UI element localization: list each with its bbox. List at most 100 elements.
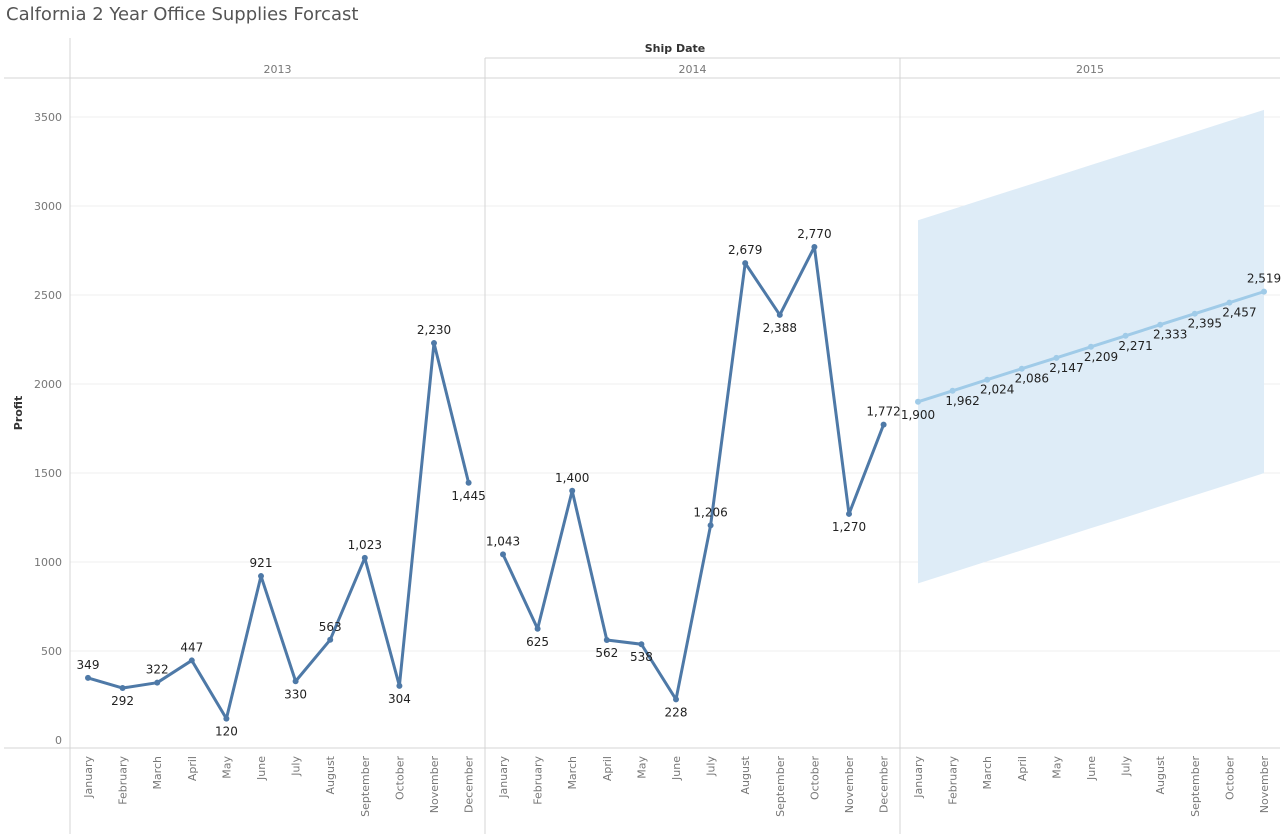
data-point[interactable] — [1191, 310, 1198, 317]
data-point[interactable] — [465, 479, 472, 486]
y-tick-label: 2500 — [34, 289, 62, 302]
x-tick-label: April — [186, 756, 199, 781]
x-tick-label: April — [601, 756, 614, 781]
y-tick-label: 1000 — [34, 556, 62, 569]
data-label: 349 — [77, 658, 100, 672]
data-label: 1,445 — [451, 489, 485, 503]
data-label: 2,333 — [1153, 328, 1187, 342]
data-point[interactable] — [119, 685, 126, 692]
x-tick-label: June — [1085, 756, 1098, 781]
data-label: 322 — [146, 663, 169, 677]
x-tick-label: October — [1223, 756, 1236, 800]
data-point[interactable] — [569, 487, 576, 494]
data-point[interactable] — [673, 696, 679, 703]
chart-frame — [4, 38, 1280, 834]
x-tick-label: May — [1050, 756, 1063, 779]
year-label: 2015 — [1076, 63, 1104, 76]
data-point[interactable] — [1053, 354, 1060, 361]
data-point[interactable] — [880, 421, 887, 428]
y-tick-label: 3500 — [34, 111, 62, 124]
data-label: 2,770 — [797, 227, 831, 241]
x-tick-label: January — [497, 756, 510, 799]
data-label: 2,086 — [1015, 372, 1049, 386]
data-point[interactable] — [1157, 321, 1164, 328]
x-tick-label: September — [1189, 756, 1202, 817]
data-label: 447 — [180, 640, 203, 654]
y-tick-label: 500 — [41, 645, 62, 658]
x-tick-label: May — [220, 756, 233, 779]
data-point[interactable] — [396, 682, 403, 689]
data-label: 1,900 — [901, 408, 935, 422]
data-point[interactable] — [984, 376, 991, 383]
data-label: 2,679 — [728, 243, 762, 257]
x-tick-label: September — [774, 756, 787, 817]
x-tick-label: June — [670, 756, 683, 781]
y-tick-label: 3000 — [34, 200, 62, 213]
year-label: 2013 — [264, 63, 292, 76]
data-label: 1,962 — [945, 394, 979, 408]
data-point[interactable] — [431, 340, 437, 347]
data-point[interactable] — [742, 260, 749, 267]
data-point[interactable] — [1122, 332, 1129, 339]
data-point[interactable] — [327, 636, 334, 643]
x-tick-label: July — [1120, 756, 1133, 777]
x-tick-label: August — [739, 755, 752, 794]
data-point[interactable] — [500, 551, 506, 558]
actual-series-line — [87, 341, 471, 721]
data-label: 2,271 — [1118, 339, 1152, 353]
data-label: 538 — [630, 650, 653, 664]
x-tick-label: November — [1258, 756, 1271, 814]
x-tick-label: February — [532, 756, 545, 805]
data-point[interactable] — [188, 657, 195, 664]
x-tick-label: February — [117, 756, 130, 805]
data-point[interactable] — [534, 625, 541, 632]
data-label: 625 — [526, 635, 549, 649]
data-labels: 349 292 322 447 120 921 330 563 1,023 304 2,230 1,4… — [77, 227, 1282, 739]
chart-title: Calfornia 2 Year Office Supplies Forcast — [6, 4, 359, 25]
data-label: 1,772 — [866, 405, 900, 419]
data-point[interactable] — [1088, 343, 1094, 350]
data-point[interactable] — [292, 678, 299, 685]
data-label: 304 — [388, 692, 411, 706]
header-label: Ship Date — [645, 42, 706, 55]
data-point[interactable] — [258, 573, 264, 580]
y-axis-label: Profit — [12, 396, 25, 430]
y-tick-label: 2000 — [34, 378, 62, 391]
data-point[interactable] — [361, 554, 368, 561]
data-label: 2,395 — [1188, 317, 1222, 331]
data-label: 120 — [215, 725, 238, 739]
x-tick-label: November — [428, 756, 441, 814]
data-label: 2,457 — [1222, 306, 1256, 320]
data-point[interactable] — [1018, 365, 1025, 372]
data-point[interactable] — [811, 243, 818, 250]
data-point[interactable] — [949, 387, 956, 394]
data-label: 563 — [319, 620, 342, 634]
y-tick-label: 1500 — [34, 467, 62, 480]
data-point[interactable] — [707, 522, 714, 529]
data-point[interactable] — [638, 641, 645, 648]
data-point[interactable] — [154, 679, 161, 686]
data-point[interactable] — [1261, 288, 1267, 295]
x-tick-label: February — [947, 756, 960, 805]
data-point[interactable] — [85, 674, 91, 681]
x-tick-label: July — [290, 756, 303, 777]
data-label: 1,043 — [486, 534, 520, 548]
y-tick-label: 0 — [55, 734, 62, 747]
data-point[interactable] — [776, 311, 783, 318]
x-tick-label: May — [635, 756, 648, 779]
actual-series-line — [501, 245, 885, 701]
data-label: 2,024 — [980, 383, 1014, 397]
data-label: 1,400 — [555, 471, 589, 485]
data-point[interactable] — [223, 715, 230, 722]
data-point[interactable] — [846, 510, 852, 517]
series-points — [85, 243, 1267, 722]
data-label: 292 — [111, 694, 134, 708]
data-point[interactable] — [915, 398, 921, 405]
x-tick-label: April — [1016, 756, 1029, 781]
data-label: 1,206 — [693, 505, 727, 519]
data-label: 562 — [595, 646, 618, 660]
data-point[interactable] — [1226, 299, 1233, 306]
data-point[interactable] — [603, 636, 610, 643]
data-label: 2,209 — [1084, 350, 1118, 364]
